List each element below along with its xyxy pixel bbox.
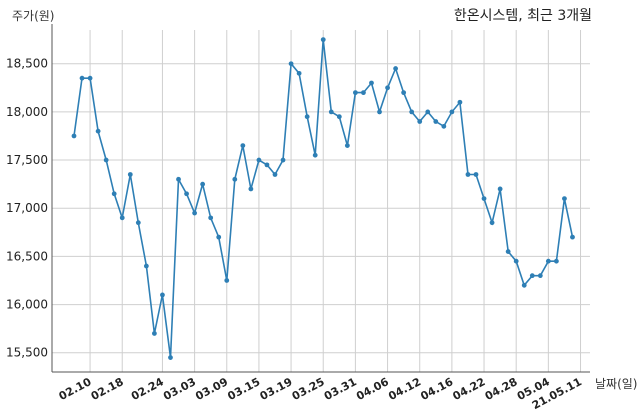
data-point bbox=[264, 162, 270, 168]
data-point bbox=[224, 278, 230, 283]
data-point bbox=[143, 263, 149, 269]
data-point bbox=[320, 37, 326, 43]
data-point bbox=[127, 172, 133, 177]
x-tick-label: 03.15 bbox=[226, 375, 263, 403]
data-point bbox=[401, 90, 407, 96]
data-point bbox=[385, 85, 390, 91]
data-point bbox=[449, 109, 455, 115]
data-point bbox=[409, 109, 415, 115]
data-point bbox=[473, 172, 479, 177]
data-point bbox=[200, 181, 206, 187]
y-tick-label: 15,500 bbox=[6, 346, 48, 360]
data-point bbox=[95, 128, 101, 134]
data-point bbox=[192, 210, 198, 216]
data-point bbox=[562, 196, 567, 201]
data-point bbox=[457, 99, 463, 105]
data-point bbox=[79, 75, 85, 81]
x-tick-label: 03.31 bbox=[322, 375, 359, 403]
data-point bbox=[111, 191, 117, 197]
grid-lines bbox=[52, 30, 590, 372]
data-point bbox=[119, 215, 125, 221]
data-point bbox=[280, 157, 286, 163]
data-points bbox=[71, 37, 575, 360]
x-tick-label: 02.18 bbox=[89, 375, 126, 403]
data-point bbox=[208, 215, 214, 221]
data-point bbox=[369, 80, 374, 86]
y-tick-label: 18,000 bbox=[6, 105, 48, 119]
y-axis-label: 주가(원) bbox=[12, 9, 54, 23]
x-axis-label: 날짜(일) bbox=[595, 377, 637, 391]
data-point bbox=[272, 172, 278, 177]
data-point bbox=[353, 90, 358, 96]
data-point bbox=[570, 234, 575, 240]
data-point bbox=[529, 273, 535, 279]
x-tick-label: 02.10 bbox=[57, 375, 94, 403]
data-point bbox=[505, 249, 511, 254]
data-point bbox=[417, 119, 423, 124]
data-point bbox=[441, 123, 447, 129]
y-tick-labels: 15,500 16,000 16,500 17,000 17,500 18,000 18,5… bbox=[6, 57, 48, 360]
y-tick-label: 17,500 bbox=[6, 153, 48, 167]
x-tick-label: 04.12 bbox=[386, 375, 423, 403]
y-tick-label: 16,500 bbox=[6, 249, 48, 263]
data-point bbox=[87, 75, 93, 81]
x-tick-label: 03.19 bbox=[258, 375, 295, 403]
data-point bbox=[336, 114, 342, 120]
data-point bbox=[465, 172, 471, 177]
data-point bbox=[361, 90, 366, 96]
x-tick-label: 04.28 bbox=[483, 375, 520, 403]
data-point bbox=[433, 119, 439, 124]
data-point bbox=[377, 109, 382, 115]
chart-title: 한온시스템, 최근 3개월 bbox=[454, 8, 592, 24]
data-point bbox=[135, 220, 141, 226]
x-tick-label: 04.16 bbox=[418, 375, 455, 403]
data-point bbox=[312, 152, 318, 158]
data-point bbox=[160, 292, 165, 298]
x-tick-label: 03.09 bbox=[193, 375, 230, 403]
y-tick-label: 17,000 bbox=[6, 201, 48, 215]
x-tick-label: 03.25 bbox=[290, 375, 327, 403]
data-point bbox=[497, 186, 503, 192]
data-point bbox=[513, 258, 519, 264]
x-tick-label: 04.06 bbox=[354, 375, 391, 403]
x-tick-label: 02.24 bbox=[129, 375, 166, 403]
data-point bbox=[232, 176, 238, 182]
data-point bbox=[184, 191, 189, 197]
data-point bbox=[288, 61, 294, 67]
x-tick-label: 04.22 bbox=[451, 375, 488, 403]
data-point bbox=[103, 157, 109, 163]
data-point bbox=[248, 186, 254, 192]
data-point bbox=[425, 109, 431, 115]
data-point bbox=[152, 331, 157, 336]
y-tick-label: 16,000 bbox=[6, 298, 48, 312]
data-point bbox=[168, 355, 173, 360]
axes bbox=[51, 24, 590, 373]
data-point bbox=[554, 258, 559, 264]
data-point bbox=[328, 109, 334, 115]
data-point bbox=[216, 234, 222, 240]
data-point bbox=[71, 133, 77, 139]
data-point bbox=[521, 282, 527, 288]
x-tick-label: 03.03 bbox=[161, 375, 198, 403]
data-point bbox=[344, 143, 350, 149]
y-tick-label: 18,500 bbox=[6, 57, 48, 71]
data-point bbox=[545, 258, 551, 264]
data-point bbox=[537, 273, 543, 279]
data-point bbox=[481, 196, 487, 201]
data-point bbox=[489, 220, 495, 226]
data-point bbox=[256, 157, 262, 163]
data-point bbox=[296, 70, 302, 76]
data-point bbox=[393, 66, 398, 71]
data-point bbox=[304, 114, 310, 120]
data-point bbox=[176, 176, 181, 182]
data-point bbox=[240, 143, 246, 149]
